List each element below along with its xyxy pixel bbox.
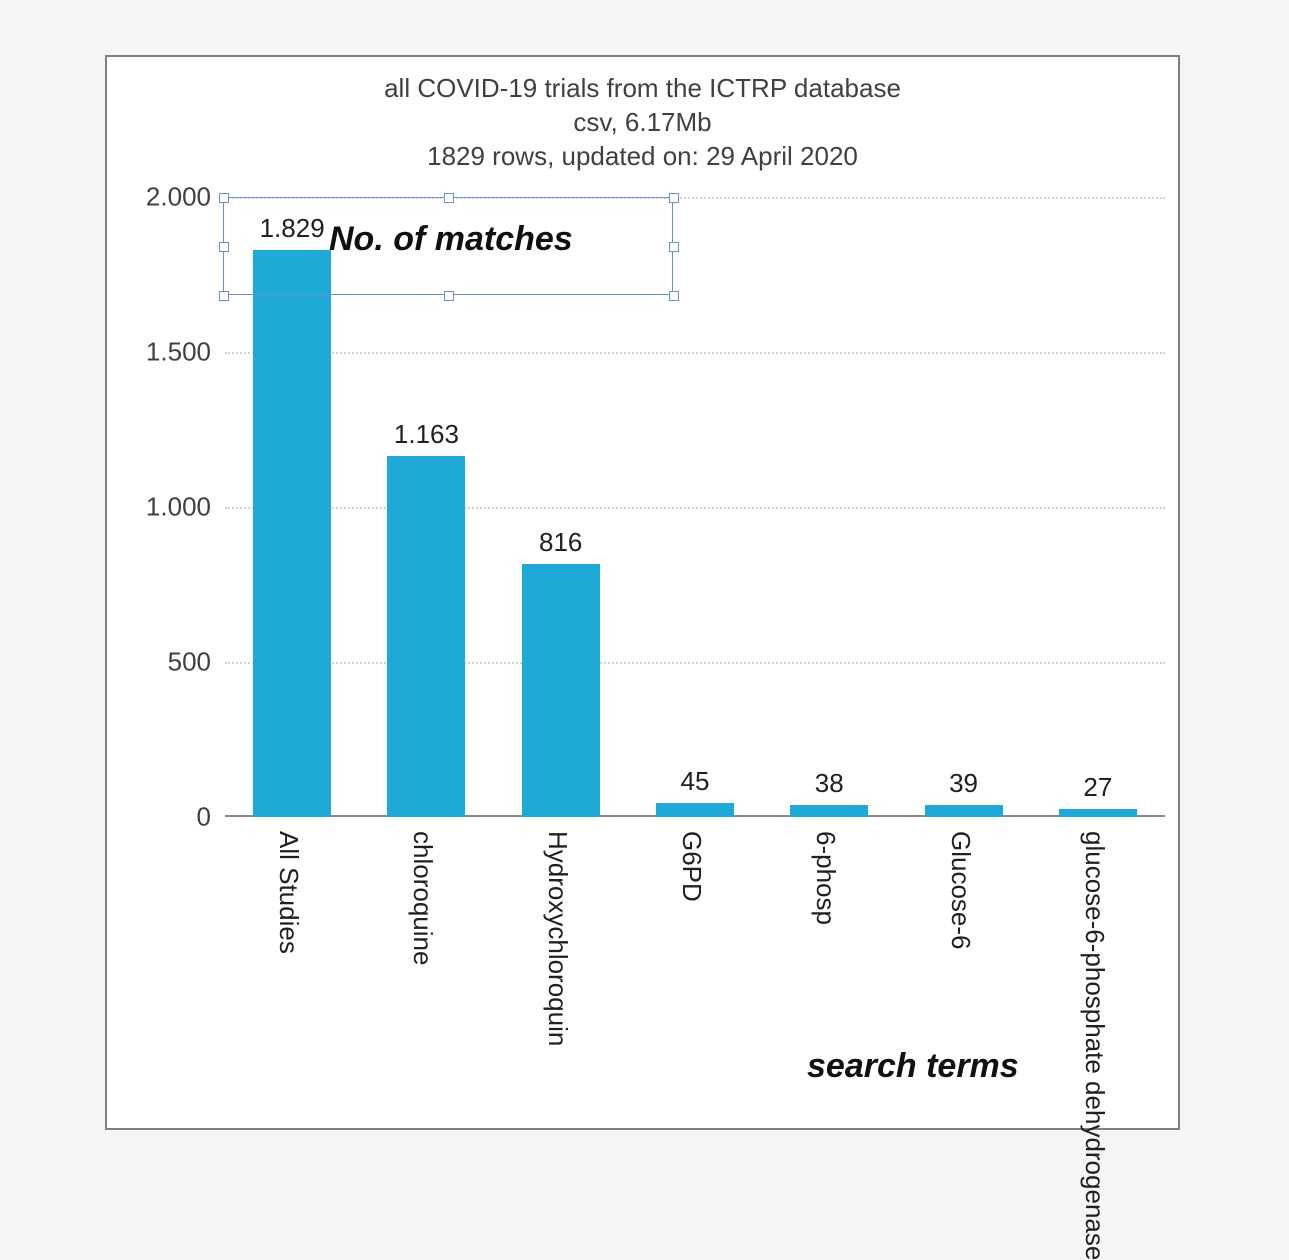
ytick-label: 1.000	[146, 492, 211, 523]
bar: 1.829	[253, 250, 331, 817]
title-line-3: 1829 rows, updated on: 29 April 2020	[107, 139, 1178, 173]
selection-handle[interactable]	[444, 291, 454, 301]
x-category-label: Glucose-6	[945, 831, 976, 950]
selection-handle[interactable]	[669, 242, 679, 252]
legend-label[interactable]: No. of matches	[329, 220, 573, 259]
x-category-label: Hydroxychloroquin	[542, 831, 573, 1046]
ytick-label: 2.000	[146, 182, 211, 213]
title-line-2: csv, 6.17Mb	[107, 105, 1178, 139]
gridline	[225, 662, 1165, 664]
ytick-label: 500	[168, 647, 211, 678]
x-axis-title: search terms	[807, 1047, 1019, 1086]
gridline	[225, 352, 1165, 354]
chart-frame: all COVID-19 trials from the ICTRP datab…	[105, 55, 1180, 1130]
bar: 1.163	[387, 456, 465, 817]
x-category-label: G6PD	[676, 831, 707, 902]
ytick-label: 0	[197, 802, 211, 833]
bar: 39	[925, 805, 1003, 817]
bar-value-label: 38	[815, 768, 844, 799]
ytick-label: 1.500	[146, 337, 211, 368]
x-category-label: glucose-6-phosphate dehydrogenase	[1079, 831, 1110, 1260]
selection-handle[interactable]	[219, 193, 229, 203]
bar-value-label: 1.163	[394, 419, 459, 450]
selection-handle[interactable]	[669, 193, 679, 203]
bar: 38	[790, 805, 868, 817]
bar-value-label: 39	[949, 768, 978, 799]
bar: 27	[1059, 809, 1137, 817]
selection-handle[interactable]	[444, 193, 454, 203]
gridline	[225, 507, 1165, 509]
chart-title: all COVID-19 trials from the ICTRP datab…	[107, 71, 1178, 173]
selection-handle[interactable]	[219, 242, 229, 252]
bar-value-label: 45	[681, 766, 710, 797]
legend-selection-box[interactable]: No. of matches	[223, 197, 673, 295]
selection-handle[interactable]	[219, 291, 229, 301]
bar-value-label: 27	[1083, 772, 1112, 803]
x-category-label: All Studies	[273, 831, 304, 954]
title-line-1: all COVID-19 trials from the ICTRP datab…	[107, 71, 1178, 105]
x-category-label: chloroquine	[407, 831, 438, 965]
x-category-label: 6-phosp	[810, 831, 841, 925]
selection-handle[interactable]	[669, 291, 679, 301]
bar-value-label: 816	[539, 527, 582, 558]
bar: 45	[656, 803, 734, 817]
bar: 816	[522, 564, 600, 817]
